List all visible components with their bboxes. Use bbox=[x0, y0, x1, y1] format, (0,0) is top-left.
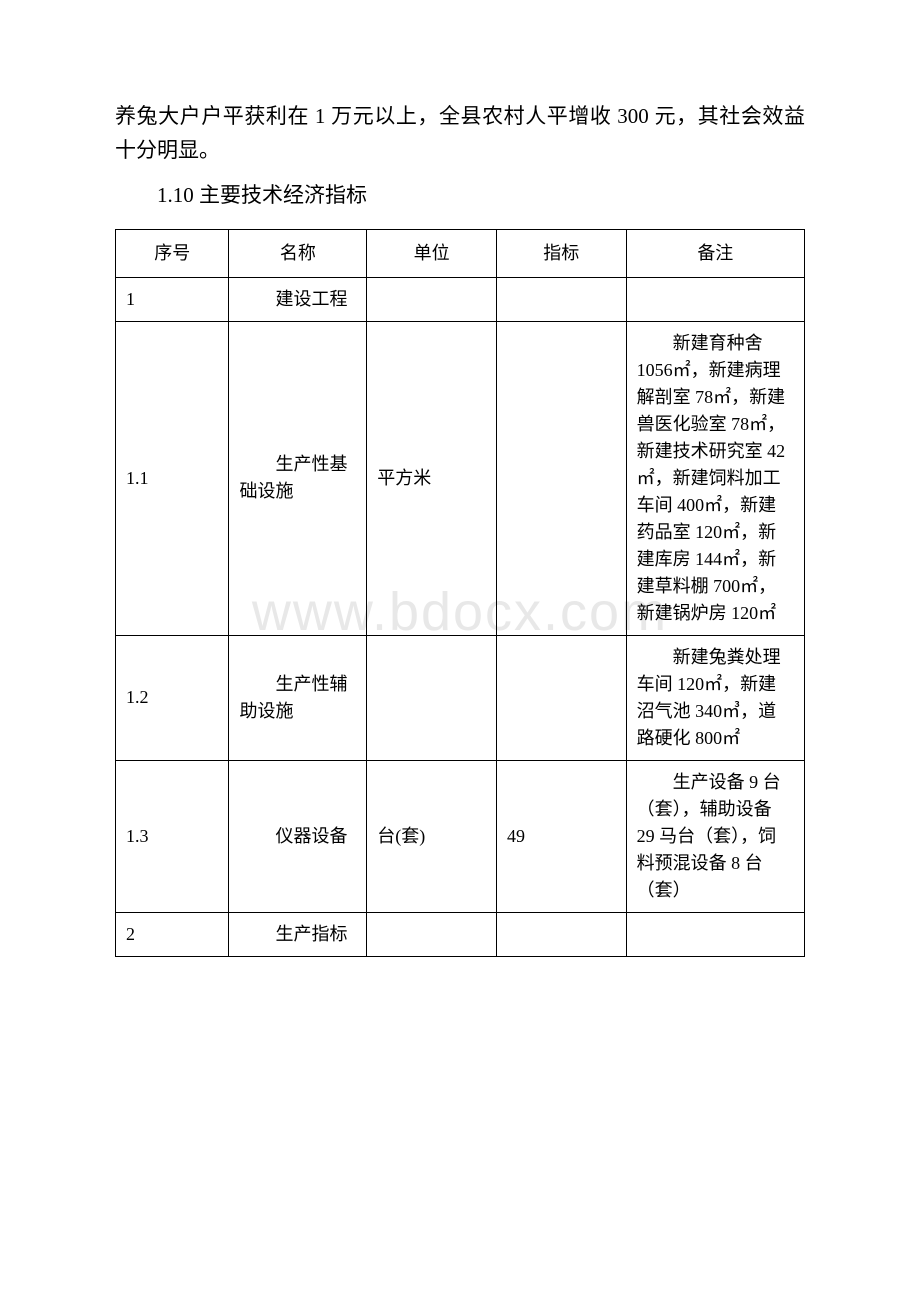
cell-seq: 1 bbox=[116, 277, 229, 321]
cell-indicator bbox=[496, 635, 626, 760]
table-row: 1.2 生产性辅助设施 新建兔粪处理车间 120㎡，新建沼气池 340㎥，道路硬… bbox=[116, 635, 805, 760]
header-unit: 单位 bbox=[367, 229, 497, 277]
table-row: 2 生产指标 bbox=[116, 912, 805, 956]
cell-remark bbox=[626, 912, 804, 956]
header-name: 名称 bbox=[229, 229, 367, 277]
section-heading: 1.10 主要技术经济指标 bbox=[115, 179, 805, 213]
cell-name: 仪器设备 bbox=[229, 760, 367, 912]
cell-seq: 2 bbox=[116, 912, 229, 956]
cell-remark bbox=[626, 277, 804, 321]
cell-unit: 台(套) bbox=[367, 760, 497, 912]
header-remark: 备注 bbox=[626, 229, 804, 277]
table-row: 1 建设工程 bbox=[116, 277, 805, 321]
cell-unit bbox=[367, 912, 497, 956]
cell-unit bbox=[367, 277, 497, 321]
cell-remark: 新建兔粪处理车间 120㎡，新建沼气池 340㎥，道路硬化 800㎡ bbox=[626, 635, 804, 760]
economic-indicators-table: 序号 名称 单位 指标 备注 1 建设工程 1.1 生产性基础设施 平方米 新建… bbox=[115, 229, 805, 957]
header-indicator: 指标 bbox=[496, 229, 626, 277]
cell-name: 生产性辅助设施 bbox=[229, 635, 367, 760]
cell-seq: 1.1 bbox=[116, 321, 229, 635]
cell-unit: 平方米 bbox=[367, 321, 497, 635]
intro-paragraph: 养兔大户户平获利在 1 万元以上，全县农村人平增收 300 元，其社会效益十分明… bbox=[115, 100, 805, 167]
table-header-row: 序号 名称 单位 指标 备注 bbox=[116, 229, 805, 277]
cell-seq: 1.3 bbox=[116, 760, 229, 912]
content-wrapper: 养兔大户户平获利在 1 万元以上，全县农村人平增收 300 元，其社会效益十分明… bbox=[115, 100, 805, 957]
cell-unit bbox=[367, 635, 497, 760]
table-row: 1.3 仪器设备 台(套) 49 生产设备 9 台（套），辅助设备 29 马台（… bbox=[116, 760, 805, 912]
header-seq: 序号 bbox=[116, 229, 229, 277]
cell-seq: 1.2 bbox=[116, 635, 229, 760]
cell-remark: 生产设备 9 台（套），辅助设备 29 马台（套），饲料预混设备 8 台（套） bbox=[626, 760, 804, 912]
table-row: 1.1 生产性基础设施 平方米 新建育种舍 1056㎡，新建病理解剖室 78㎡，… bbox=[116, 321, 805, 635]
cell-remark: 新建育种舍 1056㎡，新建病理解剖室 78㎡，新建兽医化验室 78㎡，新建技术… bbox=[626, 321, 804, 635]
cell-name: 生产指标 bbox=[229, 912, 367, 956]
cell-indicator bbox=[496, 321, 626, 635]
cell-name: 生产性基础设施 bbox=[229, 321, 367, 635]
cell-indicator bbox=[496, 912, 626, 956]
cell-name: 建设工程 bbox=[229, 277, 367, 321]
cell-indicator bbox=[496, 277, 626, 321]
cell-indicator: 49 bbox=[496, 760, 626, 912]
